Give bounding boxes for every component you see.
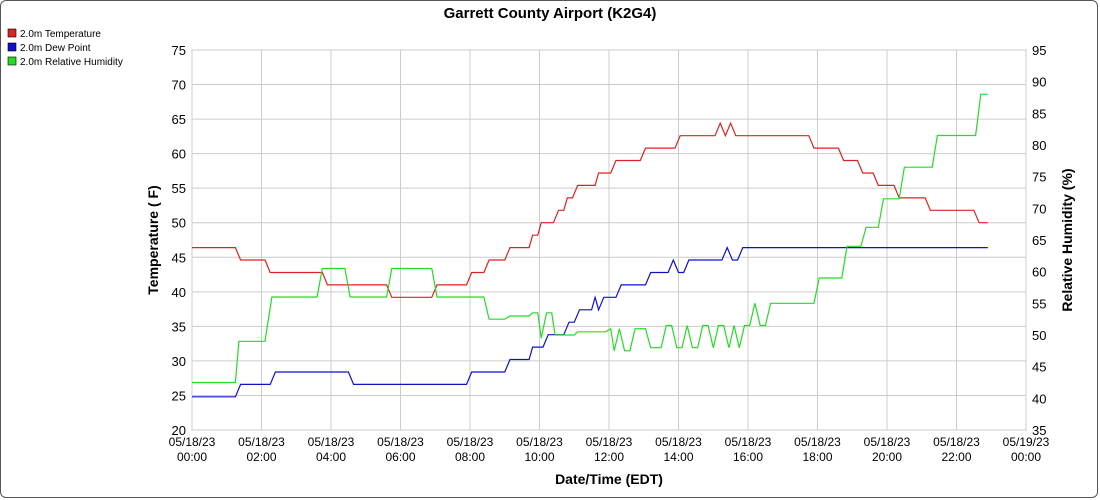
series-line-2-0m-dew-point [192, 246, 988, 398]
y-right-tick-label: 55 [1032, 296, 1046, 311]
x-tick-label: 05/18/23 08:00 [447, 435, 494, 464]
x-axis-ticks: 05/18/23 00:00 05/18/23 02:00 05/18/23 04:00 0… [169, 435, 1050, 464]
x-tick-label: 05/18/23 18:00 [794, 435, 841, 464]
x-tick-label: 05/18/23 00:00 [169, 435, 216, 464]
y-left-tick-label: 70 [172, 78, 186, 93]
series-layer [192, 93, 988, 398]
x-axis-label: Date/Time (EDT) [555, 471, 663, 487]
y-axis-left-label: Temperature ( F) [145, 185, 161, 294]
chart-title: Garrett County Airport (K2G4) [444, 5, 657, 22]
y-right-tick-label: 50 [1032, 328, 1046, 343]
legend-swatch [7, 42, 17, 52]
grid-lines [191, 49, 1027, 431]
x-tick-label: 05/18/23 10:00 [516, 435, 563, 464]
y-left-tick-label: 45 [172, 250, 186, 265]
y-right-tick-label: 60 [1032, 265, 1046, 280]
y-right-tick-label: 90 [1032, 75, 1046, 90]
y-left-tick-label: 50 [172, 216, 186, 231]
x-tick-label: 05/19/23 00:00 [1003, 435, 1050, 464]
right-axis-ticks: 35 40 45 50 55 60 65 70 75 80 85 90 95 [1032, 43, 1046, 438]
y-left-tick-label: 55 [172, 181, 186, 196]
y-left-tick-label: 40 [172, 285, 186, 300]
x-tick-label: 05/18/23 02:00 [238, 435, 285, 464]
legend: 2.0m Temperature 2.0m Dew Point 2.0m Relat… [7, 28, 123, 68]
legend-swatch [7, 28, 17, 38]
y-right-tick-label: 45 [1032, 360, 1046, 375]
y-right-tick-label: 70 [1032, 201, 1046, 216]
y-right-tick-label: 35 [1032, 423, 1046, 438]
series-line-2-0m-temperature [192, 121, 988, 298]
y-left-tick-label: 65 [172, 112, 186, 127]
y-left-tick-label: 75 [172, 43, 186, 58]
x-tick-label: 05/18/23 16:00 [725, 435, 772, 464]
left-axis-ticks: 20 25 30 35 40 45 50 55 60 65 70 75 [172, 43, 186, 438]
legend-label: 2.0m Temperature [20, 29, 101, 40]
y-right-tick-label: 80 [1032, 138, 1046, 153]
x-tick-label: 05/18/23 22:00 [933, 435, 980, 464]
x-tick-label: 05/18/23 20:00 [864, 435, 911, 464]
legend-label: 2.0m Relative Humidity [20, 57, 123, 68]
x-tick-label: 05/18/23 14:00 [655, 435, 702, 464]
y-left-tick-label: 30 [172, 354, 186, 369]
x-tick-label: 05/18/23 06:00 [377, 435, 424, 464]
y-left-tick-label: 35 [172, 319, 186, 334]
x-tick-label: 05/18/23 12:00 [586, 435, 633, 464]
y-left-tick-label: 20 [172, 423, 186, 438]
y-right-tick-label: 85 [1032, 106, 1046, 121]
y-right-tick-label: 75 [1032, 170, 1046, 185]
series-line-2-0m-relative-humidity [192, 93, 988, 384]
y-axis-right-label: Relative Humidity (%) [1059, 168, 1075, 311]
legend-swatch [7, 56, 17, 66]
legend-label: 2.0m Dew Point [20, 43, 91, 54]
x-tick-label: 05/18/23 04:00 [308, 435, 355, 464]
y-right-tick-label: 40 [1032, 391, 1046, 406]
y-right-tick-label: 65 [1032, 233, 1046, 248]
y-left-tick-label: 25 [172, 388, 186, 403]
y-right-tick-label: 95 [1032, 43, 1046, 58]
y-left-tick-label: 60 [172, 147, 186, 162]
